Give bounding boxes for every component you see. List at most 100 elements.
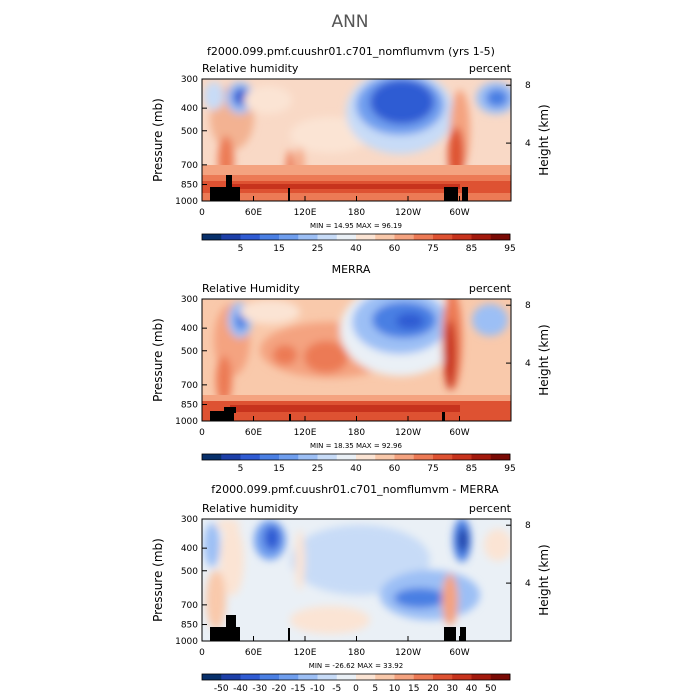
- y-axis-right: 84: [506, 521, 531, 589]
- contour-field: [202, 299, 511, 421]
- colorbar-label: 5: [372, 684, 378, 694]
- colorbar-label: 25: [312, 464, 323, 474]
- x-tick-label: 0: [199, 648, 205, 658]
- colorbar-label: 85: [466, 244, 477, 254]
- units-label: percent: [469, 62, 512, 75]
- colorbar-swatch: [202, 454, 222, 460]
- colorbar-frame: [201, 673, 511, 681]
- colorbar-label: 0: [353, 684, 359, 694]
- y-tick-label: 500: [181, 127, 198, 137]
- x-tick-label: 60W: [449, 208, 469, 218]
- colorbar-label: 40: [350, 464, 362, 474]
- colorbar-swatch: [433, 234, 453, 240]
- x-tick-label: 120E: [294, 648, 317, 658]
- x-tick-label: 120E: [294, 208, 317, 218]
- colorbar-frame: [201, 233, 511, 241]
- colorbar-label: 5: [238, 244, 244, 254]
- colorbar-swatch: [240, 674, 261, 680]
- colorbar-swatch: [433, 454, 453, 460]
- colorbar-swatch: [452, 454, 472, 460]
- stats-text: MIN = 14.95 MAX = 96.19: [310, 222, 402, 230]
- variable-label: Relative humidity: [202, 502, 299, 515]
- colorbar-swatch: [317, 454, 338, 460]
- x-tick-label: 120W: [395, 428, 421, 438]
- colorbar-swatch: [452, 234, 472, 240]
- y-right-tick-label: 8: [525, 81, 531, 91]
- y-axis-right-label: Height (km): [537, 544, 551, 615]
- x-axis: 0 60E 120E 180 120W 60W: [199, 416, 470, 438]
- y-right-tick-label: 4: [525, 579, 531, 589]
- y-tick-label: 850: [181, 181, 198, 191]
- colorbar: 5 15 25 40 60 75 85 95: [201, 233, 516, 254]
- y-axis-label: Pressure (mb): [151, 538, 165, 622]
- x-tick-label: 60E: [245, 208, 262, 218]
- colorbar-label: 40: [466, 684, 478, 694]
- y-tick-label: 500: [181, 567, 198, 577]
- y-tick-label: 300: [181, 295, 198, 305]
- colorbar-swatch: [317, 234, 338, 240]
- colorbar-label: 85: [466, 464, 477, 474]
- y-axis-label: Pressure (mb): [151, 318, 165, 402]
- panel-title: MERRA: [332, 263, 371, 276]
- y-tick-label: 850: [181, 621, 198, 631]
- colorbar-swatch: [413, 674, 434, 680]
- y-right-tick-label: 4: [525, 359, 531, 369]
- y-tick-label: 400: [181, 324, 198, 334]
- variable-label: Relative Humidity: [202, 282, 300, 295]
- colorbar-swatch: [356, 674, 376, 680]
- colorbar-swatch: [356, 454, 376, 460]
- colorbar-swatch: [394, 454, 415, 460]
- colorbar-frame: [201, 453, 511, 461]
- stats-text: MIN = -26.62 MAX = 33.92: [309, 662, 403, 670]
- colorbar-swatch: [202, 234, 222, 240]
- y-axis-label: Pressure (mb): [151, 98, 165, 182]
- colorbar-label: 20: [427, 684, 439, 694]
- colorbar-swatch: [471, 234, 492, 240]
- panel-model: f2000.099.pmf.cuushr01.c701_nomflumvm (y…: [151, 45, 551, 254]
- y-axis: 300 400 500 700 850 1000: [175, 295, 207, 427]
- colorbar-swatch: [202, 674, 222, 680]
- colorbar-swatch: [240, 234, 261, 240]
- colorbar-label: -50: [214, 684, 229, 694]
- colorbar-label: 30: [447, 684, 459, 694]
- y-tick-label: 1000: [175, 197, 198, 207]
- y-axis-right: 84: [506, 301, 531, 369]
- y-tick-label: 700: [181, 161, 198, 171]
- colorbar-label: -15: [291, 684, 306, 694]
- colorbar-swatch: [336, 454, 357, 460]
- x-tick-label: 120W: [395, 648, 421, 658]
- x-tick-label: 180: [348, 428, 365, 438]
- panel-title: f2000.099.pmf.cuushr01.c701_nomflumvm (y…: [207, 45, 495, 58]
- y-tick-label: 300: [181, 515, 198, 525]
- colorbar-swatch: [298, 454, 318, 460]
- y-tick-label: 400: [181, 544, 198, 554]
- y-tick-label: 700: [181, 381, 198, 391]
- colorbar-label: 40: [350, 244, 362, 254]
- colorbar-label: 10: [389, 684, 401, 694]
- panel-title: f2000.099.pmf.cuushr01.c701_nomflumvm - …: [211, 483, 499, 496]
- colorbar-swatch: [452, 674, 472, 680]
- x-axis: 0 60E 120E 180 120W 60W: [199, 636, 470, 658]
- colorbar-swatch: [221, 674, 241, 680]
- colorbar-swatch: [298, 674, 318, 680]
- y-right-tick-label: 8: [525, 521, 531, 531]
- units-label: percent: [469, 502, 512, 515]
- colorbar-swatch: [490, 234, 511, 240]
- panel-merra: MERRA Relative Humidity percent: [151, 263, 551, 474]
- colorbar-label: -40: [233, 684, 248, 694]
- colorbar-swatch: [317, 674, 338, 680]
- colorbar-swatch: [471, 674, 492, 680]
- colorbar-swatch: [279, 454, 299, 460]
- colorbar-label: 25: [312, 244, 323, 254]
- y-right-tick-label: 8: [525, 301, 531, 311]
- colorbar-swatch: [279, 674, 299, 680]
- colorbar-swatch: [259, 674, 280, 680]
- colorbar-swatch: [375, 454, 395, 460]
- colorbar-swatch: [259, 234, 280, 240]
- colorbar-label: 95: [504, 464, 515, 474]
- y-axis: 300 400 500 700 850 1000: [175, 515, 207, 647]
- y-tick-label: 850: [181, 401, 198, 411]
- colorbar-label: 60: [389, 464, 401, 474]
- colorbar-swatch: [375, 674, 395, 680]
